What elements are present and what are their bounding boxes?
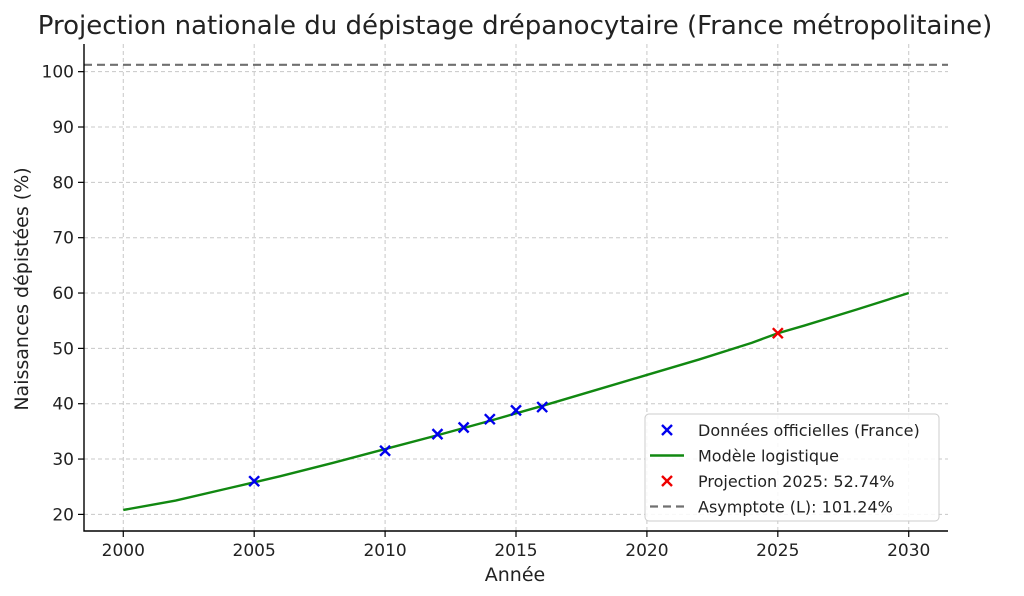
y-tick-label: 30 (52, 450, 74, 470)
x-axis-label: Année (485, 564, 545, 586)
data-point-stroke (457, 421, 470, 434)
data-point (457, 421, 470, 434)
plot-area (84, 63, 948, 512)
legend-label: Projection 2025: 52.74% (698, 472, 894, 491)
y-tick-label: 40 (52, 395, 74, 415)
data-point-stroke (510, 404, 522, 417)
chart-title: Projection nationale du dépistage drépan… (38, 11, 992, 41)
y-tick-label: 60 (52, 284, 74, 304)
legend-label: Données officielles (France) (698, 421, 920, 440)
legend-marker (661, 475, 673, 487)
x-tick-label: 2015 (494, 541, 537, 561)
x-tick-label: 2030 (887, 541, 930, 561)
data-point (248, 475, 261, 488)
data-point-stroke (248, 475, 261, 488)
data-point (379, 444, 391, 457)
data-point-stroke (431, 428, 444, 441)
data-point (510, 404, 522, 417)
data-point (483, 413, 496, 426)
y-tick-label: 100 (42, 63, 74, 83)
legend-marker (661, 424, 673, 436)
legend-marker-stroke (661, 475, 673, 487)
grid (84, 44, 948, 531)
projection-point-stroke (771, 327, 784, 340)
data-point (431, 428, 444, 441)
x-tick-label: 2005 (233, 541, 276, 561)
legend-label: Modèle logistique (698, 447, 839, 466)
data-point-stroke (483, 413, 496, 426)
legend-label: Asymptote (L): 101.24% (698, 498, 893, 517)
y-axis-label: Naissances dépistées (%) (11, 167, 33, 410)
data-point-stroke (379, 444, 391, 457)
x-tick-label: 2000 (102, 541, 145, 561)
y-tick-label: 20 (52, 505, 74, 525)
data-point-stroke (536, 401, 549, 413)
y-tick-label: 90 (52, 118, 74, 138)
x-tick-label: 2020 (625, 541, 668, 561)
data-point (536, 401, 549, 413)
y-tick-label: 70 (52, 229, 74, 249)
legend: Données officielles (France) Modèle logis… (644, 413, 940, 522)
y-tick-label: 80 (52, 173, 74, 193)
projection-point (771, 327, 784, 340)
legend-marker-stroke (661, 424, 673, 436)
axes: 2000 2005 2010 2015 2020 2025 2030203040506070… (42, 44, 948, 561)
x-tick-label: 2010 (363, 541, 406, 561)
legend-box (644, 413, 940, 522)
x-tick-label: 2025 (756, 541, 799, 561)
axis-spines (83, 44, 948, 532)
y-tick-label: 50 (52, 339, 74, 359)
